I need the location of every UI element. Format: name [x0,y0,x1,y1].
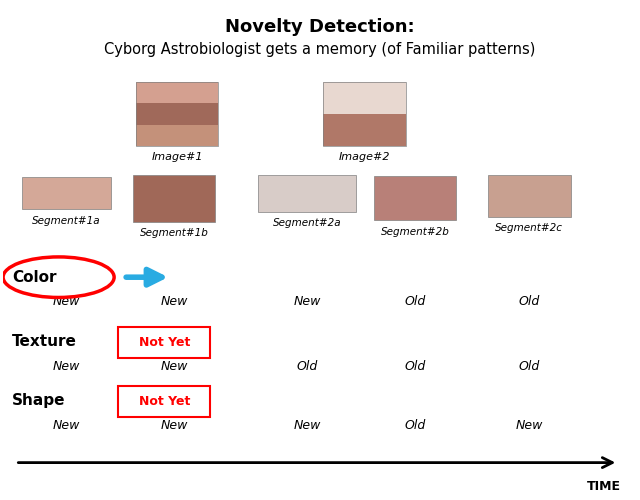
Text: Shape: Shape [12,394,66,408]
Bar [258,174,356,212]
Text: Segment#2b: Segment#2b [381,227,450,237]
Bar [136,82,218,146]
Text: New: New [52,360,80,372]
Text: New: New [161,419,188,432]
Text: Segment#1a: Segment#1a [32,216,100,226]
Text: New: New [161,360,188,372]
Text: Segment#2a: Segment#2a [273,218,342,228]
Text: Not Yet: Not Yet [138,396,190,408]
Text: Image#2: Image#2 [339,152,390,162]
Text: TIME: TIME [588,480,621,493]
Text: Old: Old [519,296,540,308]
Text: New: New [161,296,188,308]
Text: Old: Old [404,360,426,372]
Bar [136,104,218,124]
Text: Old: Old [519,360,540,372]
Text: New: New [294,296,321,308]
Text: Image#1: Image#1 [152,152,203,162]
Bar [323,82,406,114]
Text: Cyborg Astrobiologist gets a memory (of Familiar patterns): Cyborg Astrobiologist gets a memory (of … [104,42,536,58]
Bar [22,177,111,209]
FancyBboxPatch shape [118,386,211,417]
Text: New: New [294,419,321,432]
Text: Novelty Detection:: Novelty Detection: [225,18,415,36]
Text: Old: Old [404,419,426,432]
Text: Color: Color [12,270,57,284]
Text: Not Yet: Not Yet [138,336,190,349]
Bar [488,174,571,216]
FancyBboxPatch shape [118,327,211,358]
Text: New: New [52,419,80,432]
Text: Segment#1b: Segment#1b [140,228,209,238]
Text: New: New [516,419,543,432]
Bar [323,82,406,146]
Bar [374,176,456,220]
Text: Old: Old [404,296,426,308]
Text: Texture: Texture [12,334,77,349]
Text: Old: Old [297,360,318,372]
Bar [136,124,218,146]
Text: Segment#2c: Segment#2c [495,223,563,233]
Bar [136,82,218,104]
Text: New: New [52,296,80,308]
Bar [323,114,406,146]
Bar [133,174,215,222]
